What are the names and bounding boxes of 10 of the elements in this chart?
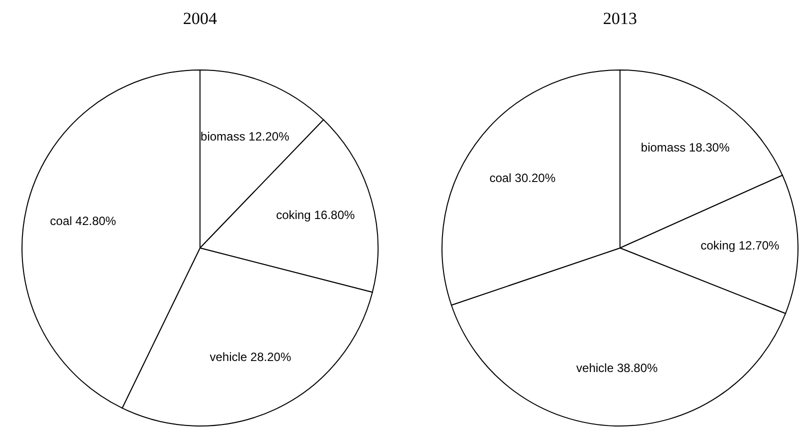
slice-label: coal 42.80% bbox=[50, 214, 116, 228]
slice-label: coking 16.80% bbox=[276, 208, 356, 222]
slice-label: coal 30.20% bbox=[489, 171, 556, 186]
slice-label: vehicle 38.80% bbox=[576, 360, 658, 375]
slice-label: biomass 12.20% bbox=[200, 130, 290, 144]
slice-label: coking 12.70% bbox=[700, 238, 780, 252]
slice-label: vehicle 28.20% bbox=[210, 350, 292, 364]
slice-label: biomass 18.30% bbox=[640, 140, 730, 154]
chart-title: 2013 bbox=[603, 9, 637, 28]
chart-title: 2004 bbox=[183, 9, 218, 28]
